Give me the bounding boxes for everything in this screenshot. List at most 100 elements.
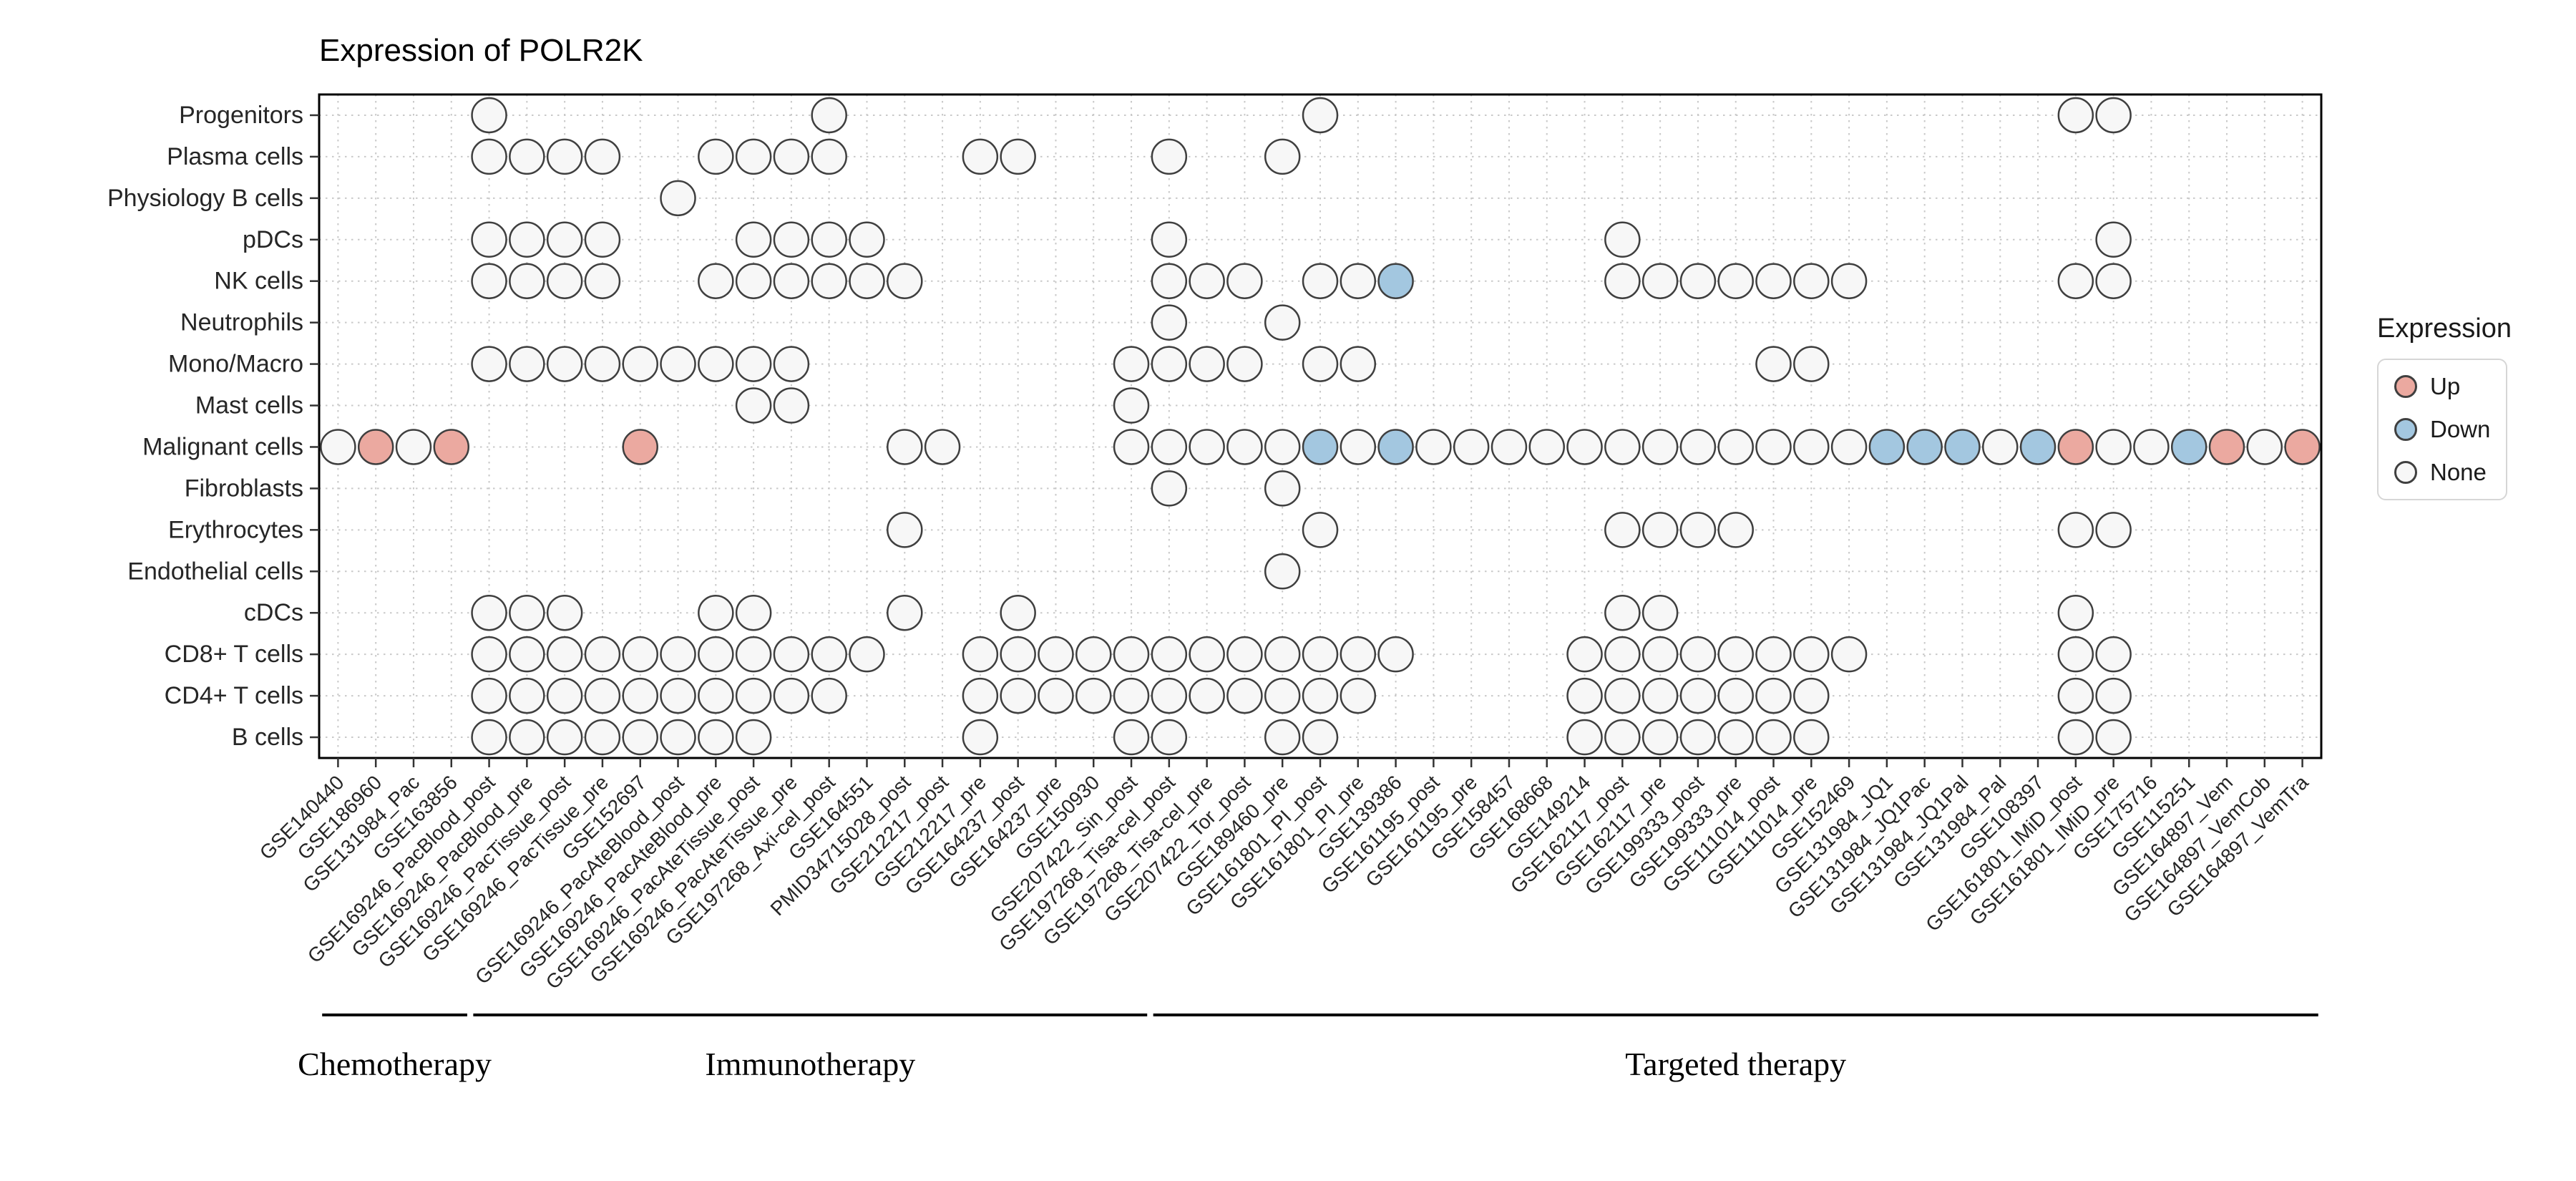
expression-dot: [660, 180, 696, 217]
expression-dot: [735, 221, 772, 258]
expression-dot: [924, 429, 961, 465]
expression-dot: [1264, 429, 1301, 465]
expression-dot: [698, 719, 734, 756]
expression-dot: [471, 97, 507, 134]
expression-dot: [849, 221, 885, 258]
expression-dot: [546, 221, 583, 258]
expression-dot: [698, 636, 734, 673]
expression-dot: [962, 138, 999, 175]
expression-dot: [1944, 429, 1981, 465]
expression-dot: [1604, 512, 1641, 548]
expression-dot: [1226, 677, 1263, 714]
expression-dot: [698, 138, 734, 175]
therapy-group-label: Targeted therapy: [1625, 1046, 1846, 1082]
legend-item-label-down: Down: [2430, 416, 2491, 442]
expression-dot: [471, 221, 507, 258]
expression-dot: [1641, 429, 1679, 465]
expression-dot: [509, 719, 545, 756]
legend-item-up: Up: [2394, 373, 2490, 400]
expression-dot: [2133, 429, 2170, 465]
expression-dot: [1189, 677, 1225, 714]
therapy-group-label: Chemotherapy: [298, 1046, 492, 1082]
expression-dot: [1226, 346, 1263, 382]
expression-dot: [1679, 429, 1717, 465]
expression-dot: [1679, 512, 1717, 548]
expression-dot: [1151, 346, 1188, 382]
expression-dot: [2057, 636, 2094, 673]
expression-dot: [1075, 677, 1112, 714]
expression-dot: [1793, 263, 1830, 299]
expression-dot: [1377, 429, 1414, 465]
expression-dot: [509, 346, 545, 382]
expression-dot: [1793, 346, 1830, 382]
expression-dot: [1566, 636, 1603, 673]
y-axis-label: Plasma cells: [167, 143, 303, 170]
expression-dot: [1264, 553, 1301, 590]
y-axis-label: pDCs: [243, 226, 303, 253]
expression-dot: [546, 594, 583, 631]
legend-title: Expression: [2377, 314, 2512, 344]
expression-dot: [1641, 594, 1679, 631]
expression-dot: [698, 263, 734, 299]
expression-dot: [1113, 429, 1150, 465]
y-axis-label: CD4+ T cells: [165, 682, 303, 709]
expression-dot: [1264, 138, 1301, 175]
expression-dot: [1717, 263, 1754, 299]
expression-dot: [584, 677, 621, 714]
expression-dot: [1000, 594, 1036, 631]
expression-dot: [735, 636, 772, 673]
expression-dot: [2095, 512, 2132, 548]
expression-dot: [471, 138, 507, 175]
expression-dot: [584, 346, 621, 382]
legend-item-none: None: [2394, 459, 2490, 486]
expression-dot: [1151, 429, 1188, 465]
expression-dot: [773, 636, 810, 673]
expression-dot: [887, 594, 923, 631]
expression-dot: [471, 719, 507, 756]
expression-dot: [1641, 263, 1679, 299]
legend-item-label-up: Up: [2430, 373, 2461, 399]
expression-dot: [1151, 470, 1188, 507]
y-axis-label: Neutrophils: [180, 309, 303, 336]
expression-dot: [1189, 429, 1225, 465]
expression-dot: [887, 512, 923, 548]
expression-dot: [698, 346, 734, 382]
expression-legend: Expression Up Down None: [2377, 314, 2512, 500]
y-axis-label: B cells: [232, 724, 303, 751]
expression-dot: [735, 677, 772, 714]
expression-dot: [2095, 429, 2132, 465]
up-dot-swatch: [2394, 375, 2417, 398]
expression-dot: [1340, 263, 1377, 299]
expression-dot: [1113, 387, 1150, 424]
expression-dot: [1566, 719, 1603, 756]
expression-dot: [1340, 636, 1377, 673]
expression-dot: [735, 594, 772, 631]
expression-dot: [735, 719, 772, 756]
expression-dot: [2095, 97, 2132, 134]
expression-dot: [2246, 429, 2283, 465]
expression-dot: [1415, 429, 1452, 465]
y-axis-label: Progenitors: [179, 102, 303, 129]
expression-dot: [1641, 677, 1679, 714]
expression-dot: [2057, 594, 2094, 631]
expression-dot: [1793, 719, 1830, 756]
expression-dot: [584, 263, 621, 299]
expression-dot: [1906, 429, 1943, 465]
none-dot-swatch: [2394, 461, 2417, 484]
expression-dot: [509, 263, 545, 299]
expression-dot: [2095, 636, 2132, 673]
expression-dot: [1717, 719, 1754, 756]
expression-dot: [1755, 263, 1792, 299]
expression-dot: [546, 138, 583, 175]
expression-dot: [849, 636, 885, 673]
expression-dot: [660, 677, 696, 714]
expression-dot: [1226, 263, 1263, 299]
expression-dot: [1755, 429, 1792, 465]
expression-dot: [509, 677, 545, 714]
expression-dot: [1264, 677, 1301, 714]
expression-dot: [1264, 304, 1301, 341]
expression-dot: [1340, 429, 1377, 465]
expression-dot: [1302, 429, 1339, 465]
